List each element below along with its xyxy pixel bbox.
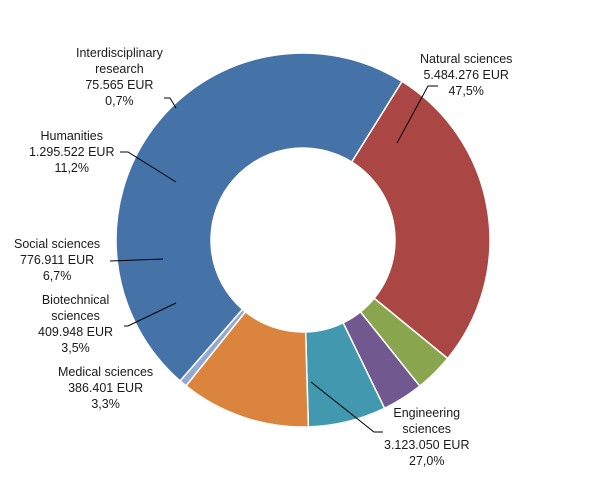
leader-line: [120, 151, 177, 183]
label-line: Biotechnical: [41, 293, 110, 307]
label-line: 11,2%: [54, 161, 89, 175]
label-line: 3.123.050 EUR: [384, 438, 470, 452]
label-line: Engineering: [393, 406, 461, 420]
label-natural-sciences: Natural sciences 5.484.276 EUR 47,5%: [420, 51, 512, 99]
label-line: Natural sciences: [420, 52, 513, 66]
leader-line: [164, 97, 177, 109]
label-line: 409.948 EUR: [38, 325, 114, 339]
label-line: Medical sciences: [58, 365, 154, 379]
slice-interdisciplinary-research: [179, 308, 247, 387]
label-line: Humanities: [40, 129, 103, 143]
label-line: 3,3%: [91, 397, 120, 411]
label-line: 3,5%: [61, 341, 90, 355]
label-biotechnical-sciences: Biotechnical sciences 409.948 EUR 3,5%: [38, 292, 113, 356]
label-line: sciences: [402, 422, 452, 436]
label-line: research: [95, 62, 144, 76]
label-line: 386.401 EUR: [68, 381, 144, 395]
label-line: Interdisciplinary: [76, 46, 163, 60]
label-humanities: Humanities 1.295.522 EUR 11,2%: [29, 128, 114, 176]
leader-line: [109, 258, 164, 262]
label-line: 1.295.522 EUR: [29, 145, 115, 159]
label-social-sciences: Social sciences 776.911 EUR 6,7%: [14, 236, 100, 284]
label-line: 0,7%: [105, 94, 134, 108]
label-line: Social sciences: [14, 237, 101, 251]
label-engineering-sciences: Engineering sciences 3.123.050 EUR 27,0%: [384, 405, 469, 469]
label-line: 776.911 EUR: [20, 253, 95, 267]
label-line: 27,0%: [409, 454, 445, 468]
leader-line: [310, 381, 383, 433]
label-line: 5.484.276 EUR: [423, 68, 509, 82]
label-line: 75.565 EUR: [85, 78, 154, 92]
label-line: sciences: [51, 309, 100, 323]
slice-engineering-sciences: [350, 80, 491, 360]
label-medical-sciences: Medical sciences 386.401 EUR 3,3%: [58, 364, 153, 412]
label-interdisciplinary-research: Interdisciplinary research 75.565 EUR 0,…: [76, 45, 163, 109]
label-line: 47,5%: [448, 84, 484, 98]
label-line: 6,7%: [42, 269, 72, 283]
leader-line: [124, 302, 177, 327]
slice-natural-sciences: [115, 52, 404, 383]
leader-line: [396, 85, 438, 144]
